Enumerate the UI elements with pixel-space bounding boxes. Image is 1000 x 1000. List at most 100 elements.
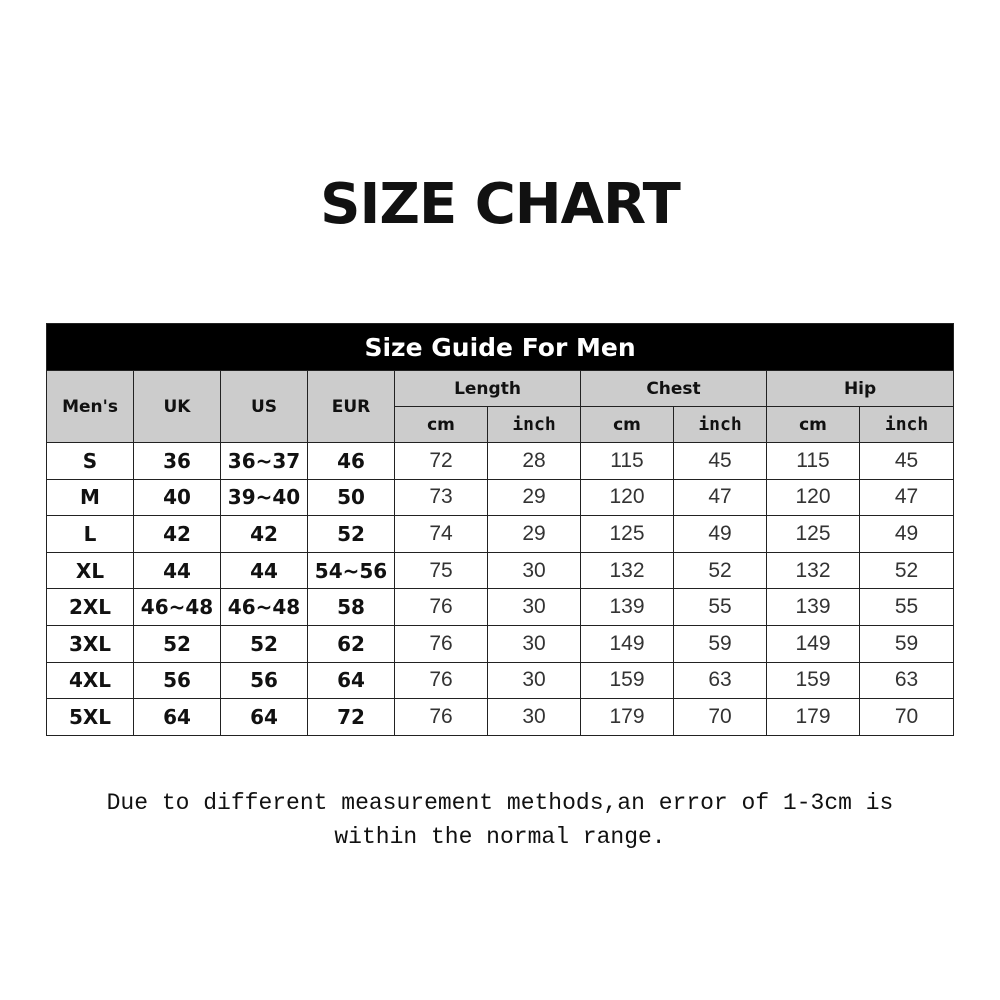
header-hip: Hip — [765, 370, 955, 407]
table-cell: 74 — [394, 515, 488, 553]
table-cell: 46 — [307, 442, 395, 480]
table-cell: 30 — [487, 698, 581, 736]
table-cell: 45 — [673, 442, 767, 480]
table-cell: 42 — [220, 515, 308, 553]
table-cell: 52 — [673, 551, 767, 590]
measurement-note: Due to different measurement methods,an … — [0, 786, 1000, 854]
table-cell: 62 — [307, 624, 395, 663]
header-chest: Chest — [580, 370, 767, 407]
table-cell: 63 — [673, 661, 767, 700]
page-title: SIZE CHART — [320, 172, 681, 237]
table-cell: 5XL — [46, 698, 134, 736]
table-cell: 30 — [487, 588, 581, 626]
table-cell: 44 — [220, 551, 308, 590]
table-cell: 45 — [858, 442, 955, 480]
table-cell: 55 — [858, 588, 955, 626]
table-cell: 42 — [133, 515, 221, 553]
table-cell: 72 — [307, 698, 395, 736]
table-cell: 149 — [580, 624, 674, 663]
table-cell: 29 — [487, 478, 581, 517]
table-cell: 76 — [394, 698, 488, 736]
table-cell: 55 — [673, 588, 767, 626]
table-cell: 125 — [766, 515, 860, 553]
table-cell: 52 — [220, 624, 308, 663]
table-cell: 44 — [133, 551, 221, 590]
table-cell: 63 — [858, 661, 955, 700]
table-row: XL 44 44 54~56 75 30 132 52 132 52 — [46, 551, 955, 590]
table-cell: 64 — [307, 661, 395, 700]
table-cell: 64 — [220, 698, 308, 736]
unit-header: inch — [673, 406, 767, 443]
table-cell: 120 — [766, 478, 860, 517]
table-cell: 46~48 — [220, 588, 308, 626]
table-row: 3XL 52 52 62 76 30 149 59 149 59 — [46, 624, 955, 663]
table-cell: 179 — [766, 698, 860, 736]
table-cell: 139 — [766, 588, 860, 626]
unit-header: inch — [487, 406, 581, 443]
header-length: Length — [394, 370, 581, 407]
table-cell: 39~40 — [220, 478, 308, 517]
header-us: US — [220, 370, 308, 443]
note-line-1: Due to different measurement methods,an … — [106, 790, 894, 816]
table-cell: 36 — [133, 442, 221, 480]
table-cell: 149 — [766, 624, 860, 663]
table-cell: 159 — [580, 661, 674, 700]
table-cell: 40 — [133, 478, 221, 517]
note-line-2: within the normal range. — [334, 824, 666, 850]
unit-header: cm — [394, 406, 488, 443]
header-eur: EUR — [307, 370, 395, 443]
table-cell: 115 — [766, 442, 860, 480]
table-row: L 42 42 52 74 29 125 49 125 49 — [46, 515, 955, 553]
table-cell: 29 — [487, 515, 581, 553]
table-cell: 30 — [487, 624, 581, 663]
table-cell: 115 — [580, 442, 674, 480]
table-cell: 132 — [766, 551, 860, 590]
unit-header: inch — [858, 406, 955, 443]
table-cell: 64 — [133, 698, 221, 736]
header-size: Men's — [46, 370, 134, 443]
table-cell: 52 — [133, 624, 221, 663]
table-row: M 40 39~40 50 73 29 120 47 120 47 — [46, 478, 955, 517]
table-cell: 73 — [394, 478, 488, 517]
table-cell: 179 — [580, 698, 674, 736]
table-cell: 28 — [487, 442, 581, 480]
table-cell: 125 — [580, 515, 674, 553]
table-cell: 52 — [858, 551, 955, 590]
table-cell: 49 — [858, 515, 955, 553]
table-cell: 54~56 — [307, 551, 395, 590]
table-cell: 120 — [580, 478, 674, 517]
table-cell: 76 — [394, 588, 488, 626]
table-cell: 30 — [487, 661, 581, 700]
table-cell: 46~48 — [133, 588, 221, 626]
table-cell: 75 — [394, 551, 488, 590]
table-cell: 56 — [133, 661, 221, 700]
table-row: 2XL 46~48 46~48 58 76 30 139 55 139 55 — [46, 588, 955, 626]
size-table: Size Guide For Men Men's UK US EUR Lengt… — [45, 323, 955, 736]
table-cell: 59 — [673, 624, 767, 663]
table-cell: 59 — [858, 624, 955, 663]
table-cell: 36~37 — [220, 442, 308, 480]
table-cell: 72 — [394, 442, 488, 480]
table-cell: 70 — [673, 698, 767, 736]
table-cell: 3XL — [46, 624, 134, 663]
table-cell: 49 — [673, 515, 767, 553]
table-cell: 47 — [673, 478, 767, 517]
unit-header: cm — [580, 406, 674, 443]
table-row: 4XL 56 56 64 76 30 159 63 159 63 — [46, 661, 955, 700]
table-cell: 159 — [766, 661, 860, 700]
table-cell: 47 — [858, 478, 955, 517]
table-cell: 52 — [307, 515, 395, 553]
table-cell: L — [46, 515, 134, 553]
table-cell: 2XL — [46, 588, 134, 626]
table-cell: 76 — [394, 624, 488, 663]
table-cell: S — [46, 442, 134, 480]
table-cell: M — [46, 478, 134, 517]
table-cell: 58 — [307, 588, 395, 626]
table-cell: 4XL — [46, 661, 134, 700]
table-cell: 139 — [580, 588, 674, 626]
table-caption: Size Guide For Men — [45, 323, 955, 371]
table-row: 5XL 64 64 72 76 30 179 70 179 70 — [46, 698, 955, 736]
table-cell: 30 — [487, 551, 581, 590]
table-cell: 132 — [580, 551, 674, 590]
table-cell: XL — [46, 551, 134, 590]
